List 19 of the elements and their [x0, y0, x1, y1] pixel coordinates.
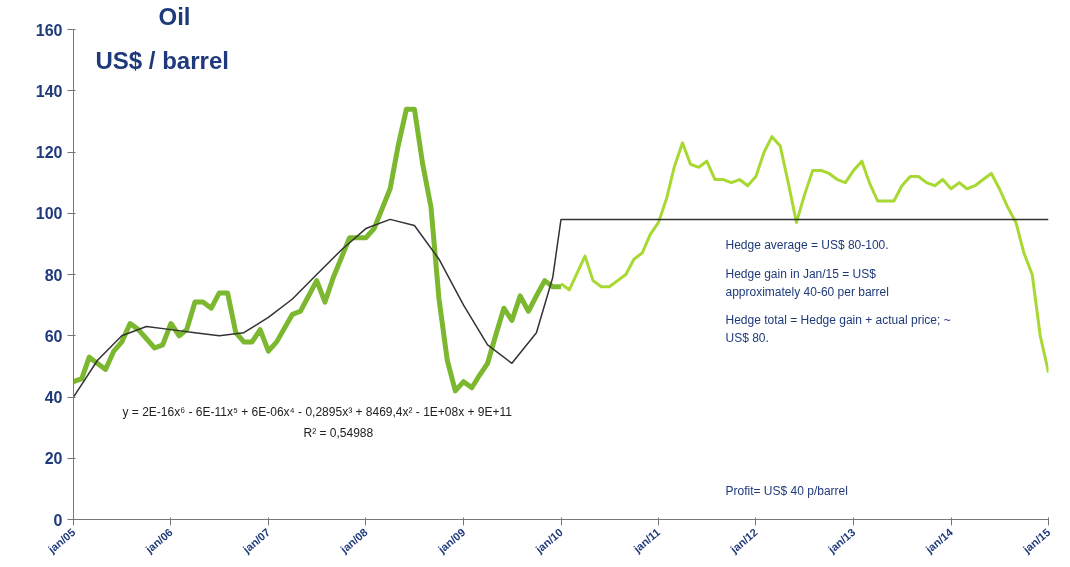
y-tick-label: 120 [35, 144, 63, 161]
y-tick-label: 40 [44, 389, 63, 406]
chart-title: Oil [158, 2, 191, 30]
y-tick-label: 140 [35, 82, 63, 100]
y-tick-label: 100 [35, 205, 63, 223]
line-series [559, 135, 1049, 374]
annotation: Hedge average = US$ 80-100. [725, 237, 889, 252]
annotation: Profit= US$ 40 p/barrel [725, 483, 848, 498]
y-tick-label: 60 [44, 327, 63, 345]
annotation: R² = 0,54988 [303, 425, 374, 440]
annotation: Hedge total = Hedge gain + actual price; ~ US$ 80. [725, 313, 951, 346]
line-series [73, 218, 1049, 398]
y-tick-label: 20 [44, 450, 63, 468]
annotation: y = 2E-16x⁶ - 6E-11x⁵ + 6E-06x⁴ - 0,2895x³ + 8469,4x² - 1E+08x + 9E+11 [122, 404, 513, 419]
y-tick-label: 160 [35, 21, 63, 39]
y-tick-label: 0 [53, 511, 63, 529]
y-tick-label: 80 [44, 266, 63, 284]
annotation: Hedge gain in Jan/15 = US$ approximately 40-60 per barrel [725, 267, 889, 300]
y-axis-title: US$ / barrel [95, 46, 229, 74]
